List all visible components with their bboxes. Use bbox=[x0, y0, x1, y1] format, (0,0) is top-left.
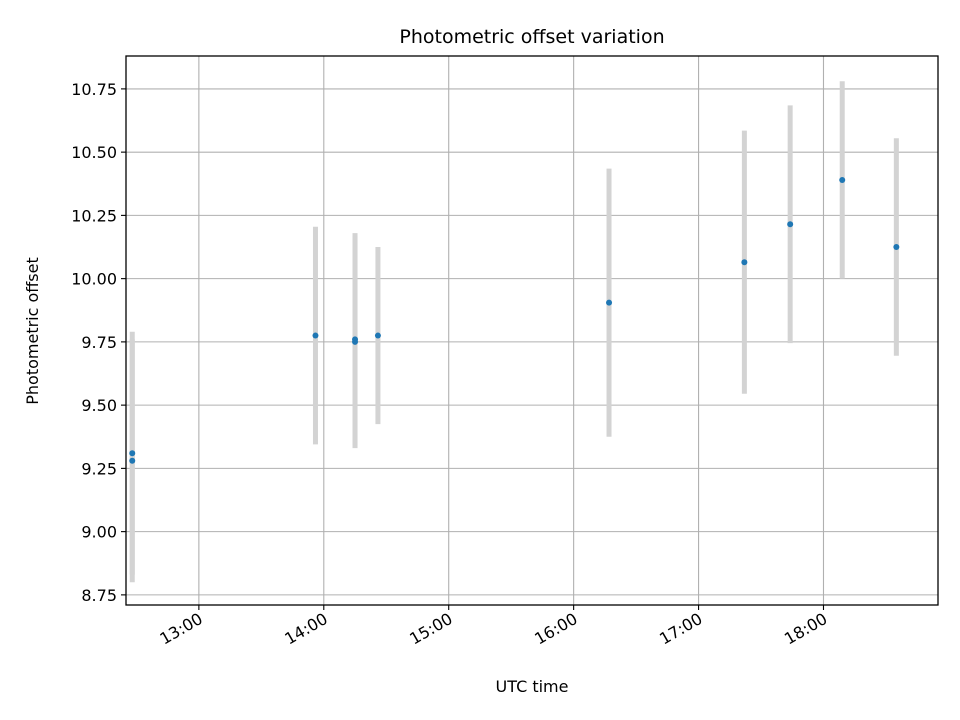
x-axis-label: UTC time bbox=[496, 677, 569, 696]
y-tick-label: 9.50 bbox=[81, 396, 117, 415]
data-point bbox=[374, 332, 381, 339]
y-tick-label: 9.25 bbox=[81, 459, 117, 478]
y-tick-label: 9.75 bbox=[81, 333, 117, 352]
data-points bbox=[129, 176, 900, 464]
data-point bbox=[312, 332, 319, 339]
error-bars bbox=[129, 81, 899, 583]
data-point bbox=[606, 299, 613, 306]
y-tick-label: 9.00 bbox=[81, 523, 117, 542]
x-tick-label: 13:00 bbox=[156, 609, 205, 649]
y-axis-label: Photometric offset bbox=[23, 257, 42, 405]
x-tick-label: 14:00 bbox=[281, 609, 330, 649]
grid-lines bbox=[126, 56, 938, 605]
x-tick-label: 16:00 bbox=[531, 609, 580, 649]
data-point bbox=[741, 259, 748, 266]
plot-area-frame bbox=[125, 55, 939, 606]
chart-title: Photometric offset variation bbox=[399, 26, 664, 48]
y-tick-label: 10.00 bbox=[71, 270, 117, 289]
data-point bbox=[893, 244, 900, 251]
y-tick-label: 10.50 bbox=[71, 143, 117, 162]
x-tick-label: 17:00 bbox=[656, 609, 705, 649]
y-tick-label: 10.25 bbox=[71, 206, 117, 225]
y-axis-ticks: 8.75 9.00 9.25 9.50 9.75 10.00 10.25 10.50 10.75 bbox=[71, 80, 126, 605]
y-tick-label: 8.75 bbox=[81, 586, 117, 605]
y-tick-label: 10.75 bbox=[71, 80, 117, 99]
x-axis-ticks: 13:00 14:00 15:00 16:00 17:00 18:00 bbox=[156, 605, 830, 649]
data-point bbox=[129, 457, 136, 464]
data-point bbox=[352, 338, 359, 345]
x-tick-label: 18:00 bbox=[781, 609, 830, 649]
data-point bbox=[839, 176, 846, 183]
data-point bbox=[129, 450, 136, 457]
x-tick-label: 15:00 bbox=[406, 609, 455, 649]
data-point bbox=[787, 221, 794, 228]
